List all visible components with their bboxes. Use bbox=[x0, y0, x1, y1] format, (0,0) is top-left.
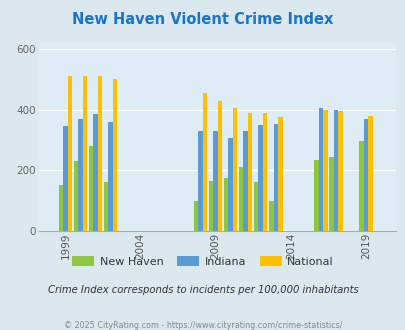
Bar bbox=[367, 116, 372, 231]
Bar bbox=[333, 110, 337, 231]
Bar bbox=[83, 76, 87, 231]
Bar bbox=[104, 182, 108, 231]
Bar bbox=[277, 117, 282, 231]
Bar bbox=[318, 108, 322, 231]
Bar bbox=[243, 131, 247, 231]
Bar bbox=[328, 157, 333, 231]
Bar bbox=[337, 111, 342, 231]
Text: © 2025 CityRating.com - https://www.cityrating.com/crime-statistics/: © 2025 CityRating.com - https://www.city… bbox=[64, 321, 341, 330]
Bar bbox=[194, 201, 198, 231]
Text: New Haven Violent Crime Index: New Haven Violent Crime Index bbox=[72, 12, 333, 26]
Bar bbox=[262, 113, 267, 231]
Bar bbox=[68, 76, 72, 231]
Bar bbox=[108, 122, 113, 231]
Bar bbox=[78, 119, 83, 231]
Bar bbox=[74, 161, 78, 231]
Bar bbox=[113, 79, 117, 231]
Bar bbox=[213, 131, 217, 231]
Bar bbox=[93, 114, 98, 231]
Text: Crime Index corresponds to incidents per 100,000 inhabitants: Crime Index corresponds to incidents per… bbox=[47, 285, 358, 295]
Bar bbox=[232, 108, 237, 231]
Bar bbox=[254, 182, 258, 231]
Bar bbox=[322, 110, 327, 231]
Bar bbox=[358, 141, 363, 231]
Bar bbox=[363, 119, 367, 231]
Bar bbox=[217, 101, 222, 231]
Bar bbox=[228, 138, 232, 231]
Bar bbox=[89, 146, 93, 231]
Bar bbox=[313, 160, 318, 231]
Bar bbox=[98, 76, 102, 231]
Bar bbox=[209, 181, 213, 231]
Bar bbox=[273, 124, 277, 231]
Bar bbox=[198, 131, 202, 231]
Bar bbox=[239, 167, 243, 231]
Bar bbox=[247, 113, 252, 231]
Bar bbox=[63, 126, 68, 231]
Bar bbox=[202, 93, 207, 231]
Bar bbox=[224, 178, 228, 231]
Bar bbox=[258, 125, 262, 231]
Bar bbox=[59, 185, 63, 231]
Legend: New Haven, Indiana, National: New Haven, Indiana, National bbox=[68, 251, 337, 271]
Bar bbox=[269, 201, 273, 231]
